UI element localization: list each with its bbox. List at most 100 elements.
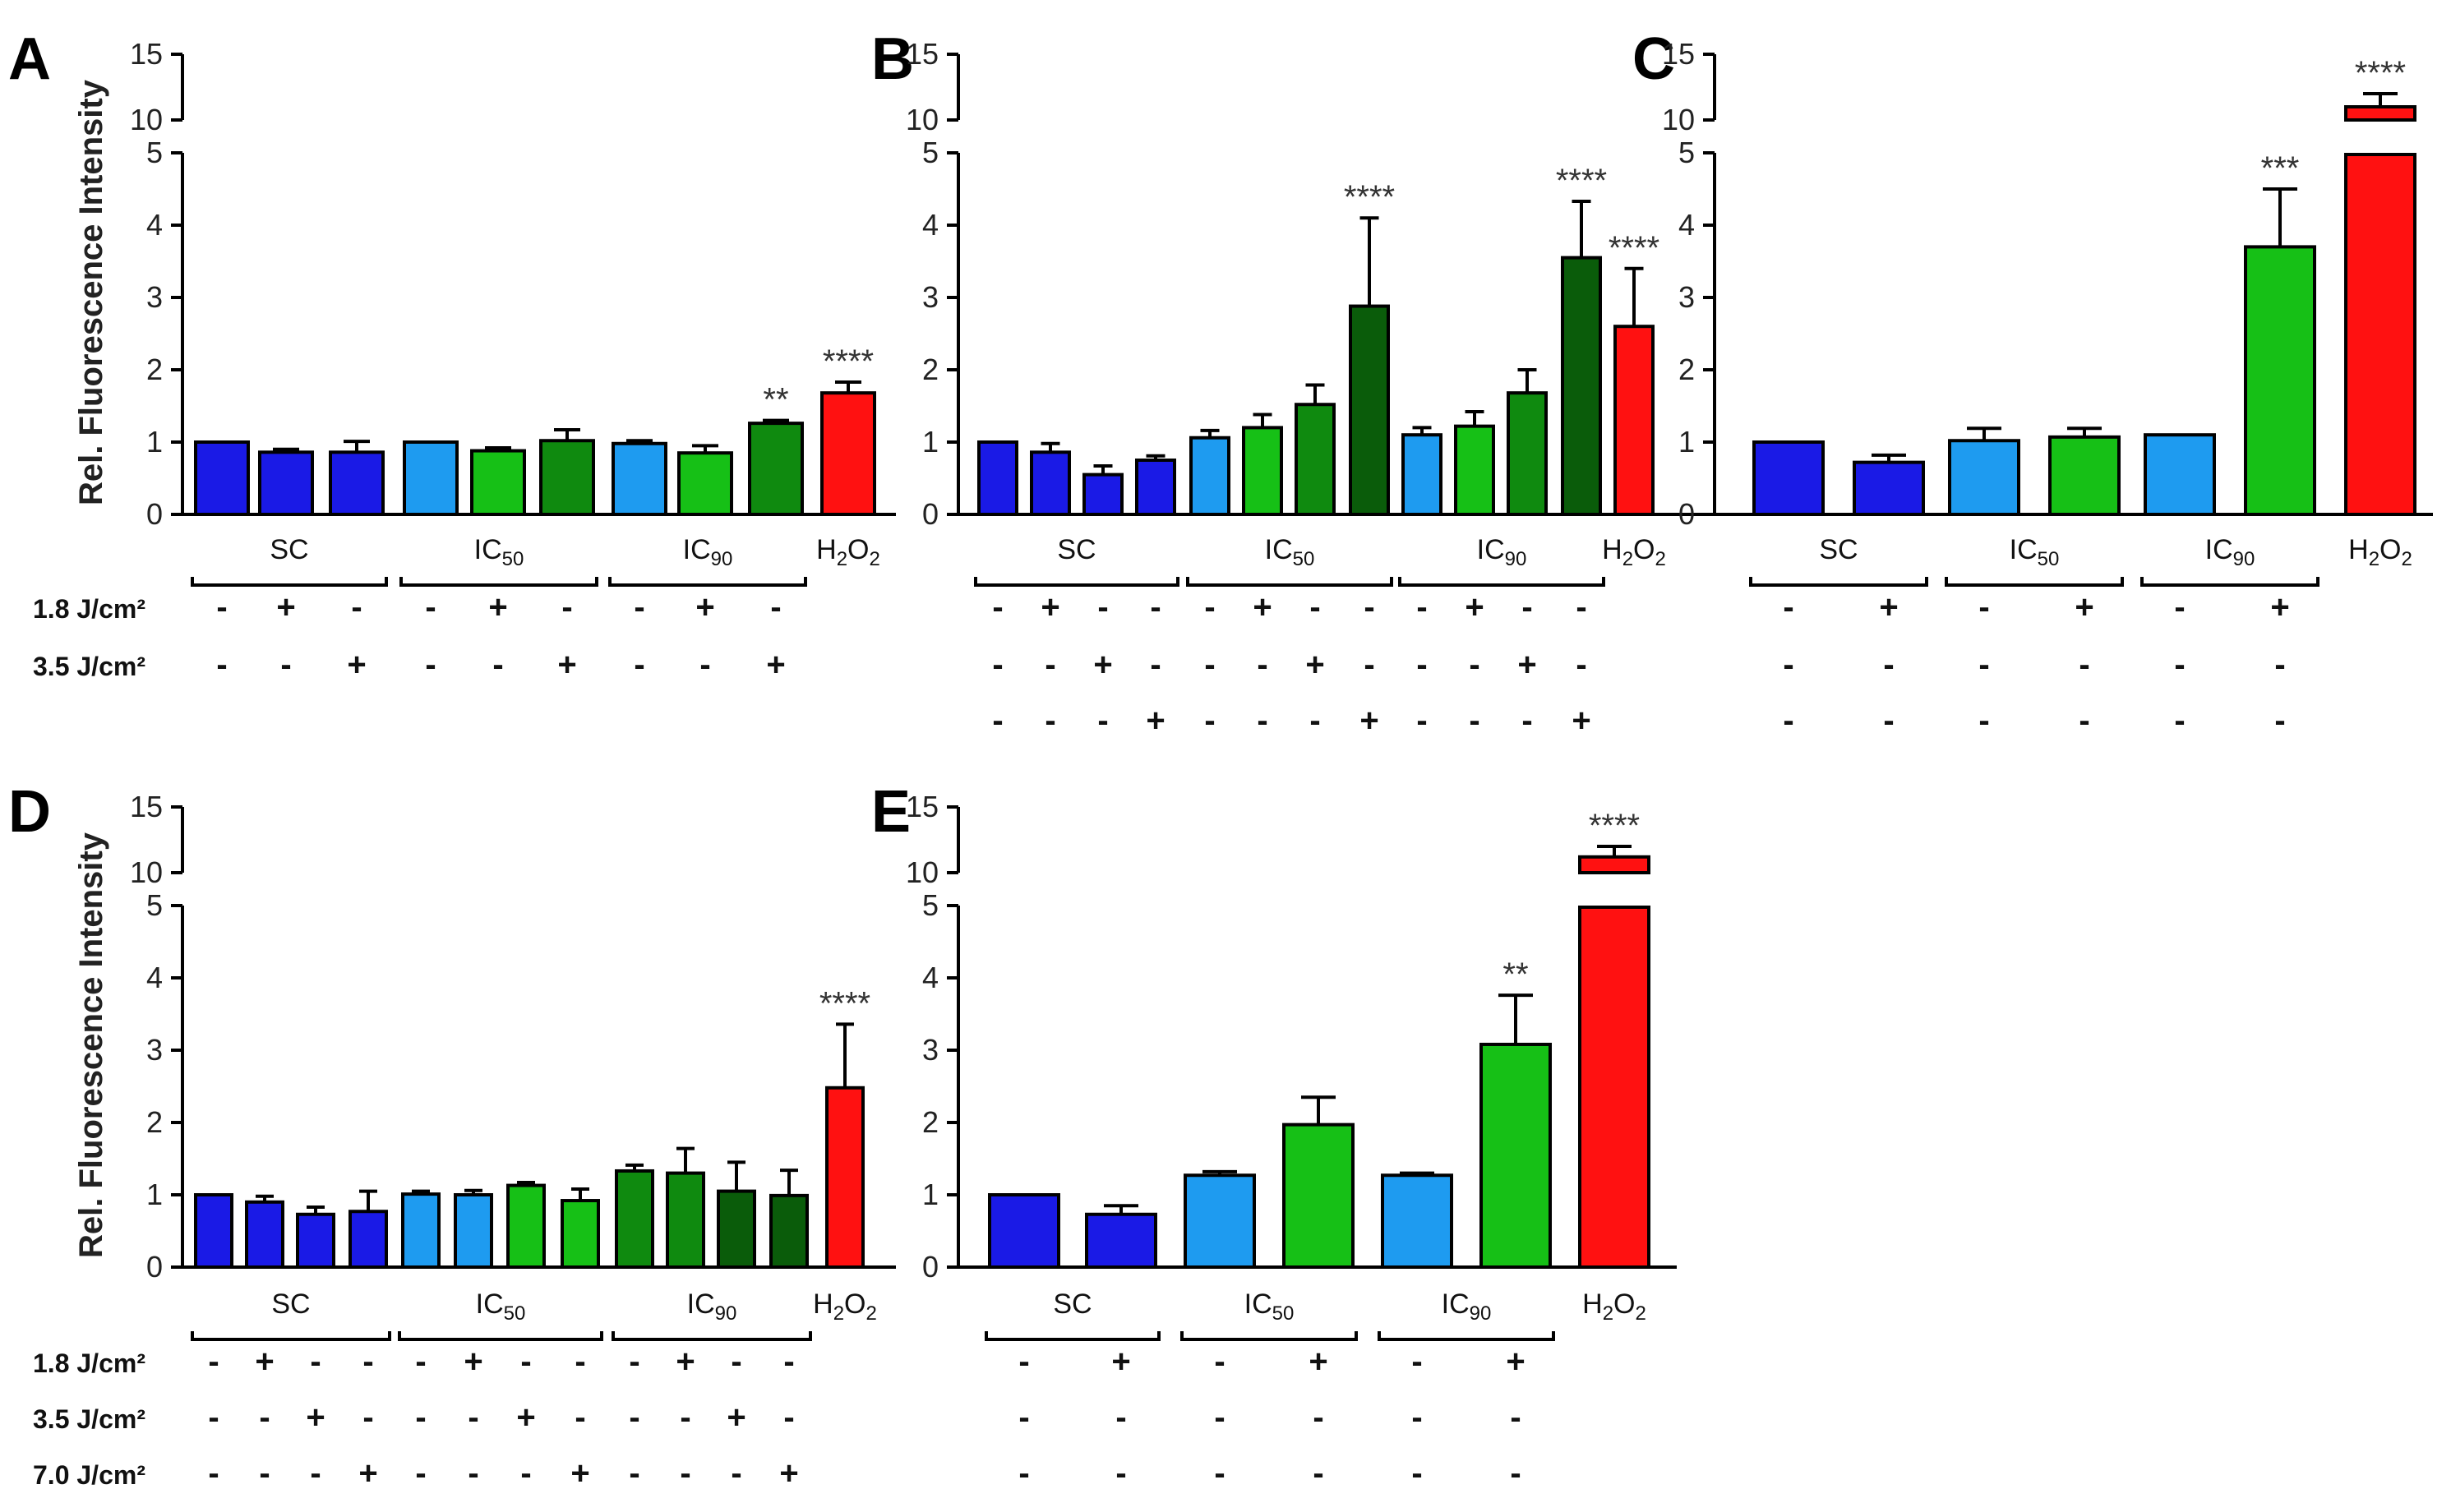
dose-sign: - xyxy=(1521,589,1532,625)
bar xyxy=(329,450,385,517)
dose-sign: - xyxy=(634,647,644,683)
dose-sign: - xyxy=(992,647,1003,683)
y-tick-label: 10 xyxy=(906,855,939,889)
dose-sign: - xyxy=(310,1344,321,1380)
dose-sign: + xyxy=(1305,647,1324,683)
bar xyxy=(245,1200,284,1270)
dose-sign: + xyxy=(695,589,714,625)
group-label-main: IC xyxy=(1477,534,1505,565)
bar xyxy=(666,1171,705,1269)
group-bracket xyxy=(191,1331,391,1341)
dose-sign: - xyxy=(1978,647,1989,683)
dose-sign: - xyxy=(1204,703,1215,739)
dose-sign: - xyxy=(629,1399,639,1436)
dose-sign: - xyxy=(415,1455,426,1491)
bar xyxy=(296,1212,335,1270)
group-label-main: IC xyxy=(1244,1288,1272,1320)
dose-sign: - xyxy=(2079,647,2089,683)
bar xyxy=(2048,435,2121,517)
bar xyxy=(1479,1042,1552,1269)
y-tick-label: 4 xyxy=(922,961,939,994)
y-axis-label: Rel. Fluorescence Intensity xyxy=(73,832,109,1258)
y-tick-label: 5 xyxy=(146,136,163,169)
y-tick-label: 4 xyxy=(146,961,163,994)
group-bracket xyxy=(1749,577,1928,587)
bar xyxy=(1184,1173,1256,1269)
bar xyxy=(1752,440,1825,516)
significance-label: ** xyxy=(763,382,788,418)
dose-sign: - xyxy=(351,589,362,625)
group-label: IC90 xyxy=(1477,534,1527,570)
y-tick-label: 0 xyxy=(1678,497,1695,531)
dose-sign: - xyxy=(1783,703,1793,739)
group-label-sub: 90 xyxy=(2233,548,2255,570)
dose-sign: + xyxy=(557,647,576,683)
group-label: SC xyxy=(1053,1288,1092,1320)
group-label-main: H xyxy=(1582,1288,1603,1320)
dose-sign: + xyxy=(276,589,295,625)
dose-sign: + xyxy=(255,1344,274,1380)
dose-sign: + xyxy=(488,589,507,625)
group-label-sub2: 2 xyxy=(1636,1302,1646,1325)
dose-sign: - xyxy=(783,1399,794,1436)
dose-label: 1.8 J/cm² xyxy=(33,594,145,624)
group-label-main: IC xyxy=(474,534,502,565)
dose-sign: - xyxy=(2274,647,2285,683)
bar xyxy=(1853,460,1925,517)
dose-sign: + xyxy=(1465,589,1484,625)
bar xyxy=(825,1086,865,1270)
dose-sign: - xyxy=(1576,647,1586,683)
dose-sign: - xyxy=(1309,703,1320,739)
group-label-sub: 90 xyxy=(711,548,733,570)
dose-sign: - xyxy=(731,1344,741,1380)
dose-sign: - xyxy=(1115,1399,1126,1436)
y-tick-label: 0 xyxy=(146,497,163,531)
dose-sign: - xyxy=(1204,589,1215,625)
bar xyxy=(769,1193,809,1270)
dose-sign: + xyxy=(1879,589,1898,625)
dose-sign: - xyxy=(1018,1344,1029,1380)
dose-sign: - xyxy=(1257,703,1267,739)
dose-sign: + xyxy=(1093,647,1112,683)
dose-sign: - xyxy=(1097,703,1108,739)
dose-sign: - xyxy=(208,1399,219,1436)
bar xyxy=(615,1169,654,1269)
bar xyxy=(454,1193,493,1269)
group-label-main: IC xyxy=(683,534,711,565)
group-label: IC90 xyxy=(683,534,733,570)
group-label: IC50 xyxy=(2010,534,2060,570)
bar xyxy=(820,391,876,516)
y-tick-label: 2 xyxy=(922,1105,939,1139)
bar xyxy=(1454,424,1495,517)
dose-sign: - xyxy=(1257,647,1267,683)
significance-label: **** xyxy=(819,985,870,1021)
y-tick-label: 10 xyxy=(1662,103,1695,136)
significance-label: **** xyxy=(1556,163,1607,199)
bar xyxy=(1613,325,1655,517)
bar xyxy=(988,1193,1060,1269)
group-label: H2O2 xyxy=(1602,534,1666,570)
group-label-main2: O xyxy=(847,534,869,565)
group-label-sub2: 2 xyxy=(1655,548,1666,570)
y-tick-label: 3 xyxy=(922,1033,939,1067)
dose-sign: + xyxy=(464,1344,482,1380)
group-bracket xyxy=(399,577,598,587)
dose-sign: - xyxy=(1150,647,1161,683)
dose-sign: - xyxy=(1364,647,1374,683)
group-label-main2: O xyxy=(1613,1288,1635,1320)
significance-label: ** xyxy=(1502,957,1528,993)
group-bracket xyxy=(1180,1331,1358,1341)
group-label-sub2: 2 xyxy=(866,1302,877,1325)
y-tick-label: 10 xyxy=(906,103,939,136)
group-label: IC90 xyxy=(687,1288,737,1325)
panel-d: D Rel. Fluorescence Intensity 0 1 2 3 4 510 15 - -… xyxy=(8,779,896,1491)
group-label: IC90 xyxy=(1442,1288,1492,1325)
dose-sign: - xyxy=(2174,589,2185,625)
bar xyxy=(1282,1122,1355,1270)
dose-sign: + xyxy=(779,1455,798,1491)
panel-a: A Rel. Fluorescence Intensity 0 1 2 3 4 510 15 - -… xyxy=(8,26,896,683)
dose-sign: - xyxy=(415,1399,426,1436)
group-label: H2O2 xyxy=(2348,534,2412,570)
dose-sign: - xyxy=(1883,703,1894,739)
group-label-sub: 90 xyxy=(1470,1302,1492,1325)
